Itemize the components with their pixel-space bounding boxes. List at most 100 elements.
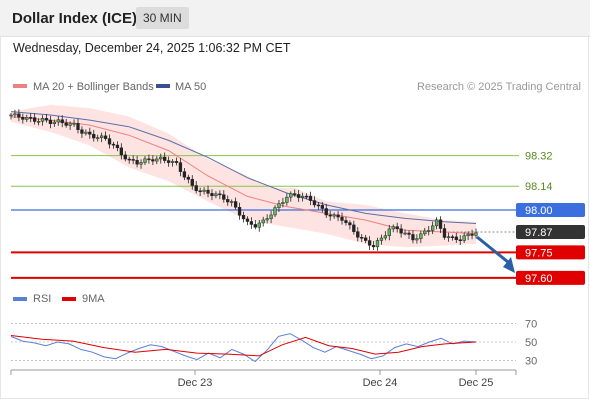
candle-body (170, 161, 175, 163)
candle-body (29, 117, 33, 119)
chart-frame (0, 36, 589, 399)
candle-body (431, 225, 435, 231)
price-plot-area: 98.32 98.14 98.00 97.87 97.75 97.60 (9, 104, 585, 285)
x-tick-label: Dec 25 (459, 377, 494, 389)
ma50-line (10, 111, 477, 224)
candle-body (265, 218, 269, 221)
candle-body (371, 245, 376, 248)
candle-body (458, 239, 462, 241)
candle-body (277, 203, 281, 208)
candle-body (245, 218, 250, 222)
candle-body (257, 222, 261, 228)
candle-body (72, 123, 76, 125)
candle-body (119, 147, 123, 156)
level-label-98-32: 98.32 (525, 151, 553, 163)
instrument-title: Dollar Index (ICE) (12, 10, 138, 27)
candle-body (281, 202, 285, 204)
candle-body (202, 189, 206, 192)
candle-body (403, 232, 407, 235)
candle-body (143, 158, 147, 163)
candle-body (190, 179, 194, 186)
candle-body (182, 171, 187, 178)
candle-body (438, 219, 443, 229)
level-label-98-00: 98.00 (525, 205, 553, 217)
candle-body (60, 119, 64, 124)
candle-body (474, 232, 478, 236)
candle-body (419, 233, 423, 239)
candle-body (300, 195, 305, 198)
candle-body (395, 226, 399, 230)
candle-body (111, 143, 116, 146)
candle-body (407, 232, 411, 235)
rsi-legend-swatch (13, 297, 27, 301)
candle-body (226, 199, 230, 203)
ma9-legend-swatch (62, 297, 76, 301)
candle-body (289, 193, 293, 198)
candle-body (48, 119, 53, 124)
timeframe-badge[interactable]: 30 MIN (136, 7, 189, 29)
candle-body (336, 214, 340, 218)
candle-body (352, 224, 356, 232)
candle-body (241, 215, 246, 220)
candle-body (230, 201, 234, 203)
candle-body (328, 214, 332, 217)
ma50-legend-swatch (156, 84, 170, 88)
level-label-97-87: 97.87 (525, 227, 553, 239)
candle-body (13, 113, 17, 116)
candle-body (356, 231, 360, 238)
candle-body (470, 233, 474, 236)
candle-body (344, 220, 348, 223)
candle-body (233, 201, 238, 208)
forecast-arrow-shaft (476, 235, 509, 264)
candle-body (253, 224, 257, 228)
x-axis: Dec 23 Dec 24 Dec 25 (10, 369, 517, 389)
candle-body (466, 233, 470, 237)
candle-body (151, 159, 155, 162)
candle-body (198, 190, 202, 192)
candle-body (166, 160, 171, 163)
candle-body (391, 226, 395, 230)
candle-body (360, 237, 364, 239)
candle-body (103, 135, 108, 139)
candle-body (56, 119, 60, 123)
candle-body (454, 236, 458, 240)
rsi-plot-area: 70 50 30 (10, 318, 537, 368)
candle-body (210, 193, 214, 197)
candle-body (304, 195, 309, 198)
level-label-97-60: 97.60 (525, 273, 553, 285)
credit-label: Research © 2025 Trading Central (417, 81, 581, 93)
rsi-tick-70: 70 (525, 318, 537, 330)
candle-body (64, 122, 68, 126)
candle-body (92, 133, 96, 139)
candle-body (324, 208, 328, 216)
level-label-98-14: 98.14 (525, 181, 553, 193)
candle-body (348, 222, 352, 226)
candle-body (237, 207, 242, 216)
level-label-97-75: 97.75 (525, 247, 553, 259)
candle-body (462, 235, 466, 241)
candle-body (194, 185, 198, 191)
candle-body (159, 156, 163, 160)
candle-body (442, 228, 447, 238)
candle-body (139, 162, 143, 165)
candle-body (427, 230, 431, 232)
candle-body (115, 144, 120, 149)
candle-body (17, 113, 21, 118)
candle-body (222, 194, 226, 200)
candle-body (367, 240, 372, 246)
candle-body (249, 221, 254, 225)
forecast-arrow-head (503, 257, 515, 274)
candle-body (269, 214, 273, 219)
x-tick-label: Dec 24 (363, 377, 398, 389)
candle-body (320, 205, 324, 209)
candle-body (261, 219, 265, 224)
candle-body (434, 219, 439, 227)
candle-body (218, 193, 222, 196)
candle-body (88, 131, 92, 135)
candle-body (364, 237, 368, 241)
candle-body (446, 236, 451, 238)
candle-body (44, 118, 49, 121)
x-tick-label: Dec 23 (178, 377, 213, 389)
candle-body (316, 204, 321, 207)
